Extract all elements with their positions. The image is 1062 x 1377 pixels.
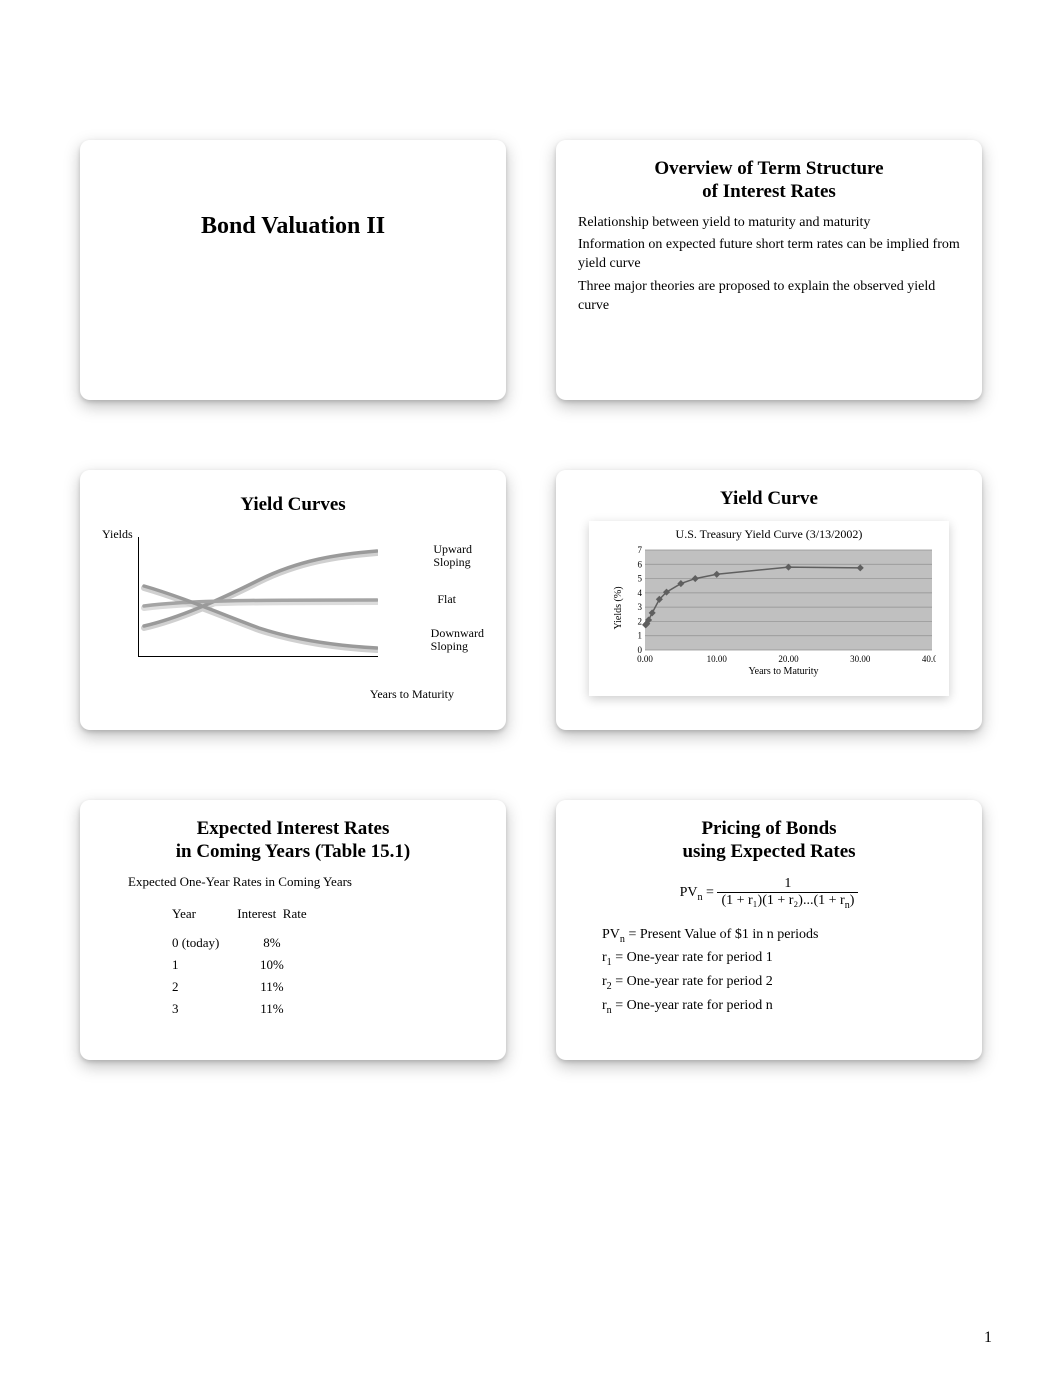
yc-label-downward: Downward Sloping [431,627,484,653]
chart-xlabel: Years to Maturity [631,666,936,677]
cell-year: 2 [172,976,237,998]
slide-5-title-l1: Expected Interest Rates [197,818,390,839]
f-den-t: (1 + r₁)(1 + r₂)...(1 + r [721,893,844,908]
y-tick-label: 5 [638,573,643,583]
cell-rate: 8% [237,932,324,954]
definition-line: PVn = Present Value of $1 in n periods [602,923,960,947]
definition-line: r1 = One-year rate for period 1 [602,946,960,970]
def-post: = One-year rate for period 1 [612,950,773,965]
slide-6: Pricing of Bonds using Expected Rates PV… [556,800,982,1060]
def-pre: PV [602,927,620,942]
page-number: 1 [984,1329,992,1347]
f-den: (1 + r₁)(1 + r₂)...(1 + rn) [717,892,858,909]
chart-title: U.S. Treasury Yield Curve (3/13/2002) [589,521,949,542]
cell-rate: 11% [237,998,324,1020]
yc-curve-upward [144,551,377,626]
pv-formula: PVn = 1 (1 + r₁)(1 + r₂)...(1 + rn) [578,876,960,909]
def-post: = One-year rate for period n [612,998,773,1013]
x-tick-label: 20.00 [778,654,799,664]
slide-5-title-l2: in Coming Years (Table 15.1) [176,841,411,862]
cell-year: 1 [172,954,237,976]
slide-4-title: Yield Curve [578,488,960,511]
yc-up1: Upward [433,542,472,556]
y-tick-label: 1 [638,631,643,641]
f-lhs-sub: n [697,892,702,903]
slide-2-title-l2: of Interest Rates [702,181,836,202]
y-tick-label: 3 [638,602,643,612]
table-row: 0 (today)8% [172,932,325,954]
x-tick-label: 10.00 [707,654,728,664]
formula-fraction: 1 (1 + r₁)(1 + r₂)...(1 + rn) [717,876,858,909]
f-lhs-a: PV [680,885,698,900]
formula-lhs: PVn = [680,885,718,900]
yc-xlabel: Years to Maturity [370,687,454,702]
def-post: = Present Value of $1 in n periods [625,927,819,942]
slide-2-title-l1: Overview of Term Structure [654,158,883,179]
chart-ylabel: Yields (%) [613,587,624,630]
page: Bond Valuation II Overview of Term Struc… [0,0,1062,1377]
slide-2-p1: Relationship between yield to maturity a… [578,214,960,233]
yc-label-flat: Flat [437,593,456,606]
x-tick-label: 30.00 [850,654,871,664]
cell-year: 0 (today) [172,932,237,954]
slide-grid: Bond Valuation II Overview of Term Struc… [80,140,982,1060]
cell-rate: 10% [237,954,324,976]
slide-4: Yield Curve U.S. Treasury Yield Curve (3… [556,470,982,730]
col-rate-b: Rate [283,906,307,921]
cell-rate: 11% [237,976,324,998]
f-den-close: ) [850,893,855,908]
yield-curves-diagram: Yields Upward Sloping Flat Downward Slop… [102,527,484,702]
def-post: = One-year rate for period 2 [612,974,773,989]
definition-line: r2 = One-year rate for period 2 [602,970,960,994]
yc-label-upward: Upward Sloping [433,543,472,569]
slide-2: Overview of Term Structure of Interest R… [556,140,982,400]
y-tick-label: 6 [638,559,643,569]
yc-dn1: Downward [431,626,484,640]
rates-intro: Expected One-Year Rates in Coming Years [128,874,484,890]
table-row: Year Interest Rate [172,904,325,932]
slide-5: Expected Interest Rates in Coming Years … [80,800,506,1060]
y-tick-label: 2 [638,616,643,626]
slide-6-title-l2: using Expected Rates [682,841,855,862]
table-row: 211% [172,976,325,998]
y-tick-label: 7 [638,546,643,555]
yc-up2: Sloping [433,555,470,569]
y-tick-label: 4 [638,588,643,598]
yc-ylabel: Yields [102,527,133,542]
x-tick-label: 0.00 [637,654,653,664]
col-rate: Interest Rate [237,904,324,932]
col-rate-a: Interest [237,906,276,921]
x-tick-label: 40.00 [922,654,936,664]
slide-1-title: Bond Valuation II [102,213,484,240]
yc-curves-svg [139,538,378,657]
formula-definitions: PVn = Present Value of $1 in n periodsr1… [602,923,960,1018]
slide-3: Yield Curves Yields Upward Sloping Flat … [80,470,506,730]
chart-plot-svg: 012345670.0010.0020.0030.0040.00 [631,546,936,664]
definition-line: rn = One-year rate for period n [602,994,960,1018]
col-year: Year [172,904,237,932]
f-num: 1 [780,876,795,892]
treasury-yield-chart: U.S. Treasury Yield Curve (3/13/2002) Yi… [589,521,949,696]
cell-year: 3 [172,998,237,1020]
slide-2-title: Overview of Term Structure of Interest R… [578,158,960,204]
slide-2-p3: Three major theories are proposed to exp… [578,278,960,316]
slide-3-title: Yield Curves [102,494,484,517]
f-eq: = [706,885,717,900]
slide-6-title: Pricing of Bonds using Expected Rates [578,818,960,864]
table-row: 110% [172,954,325,976]
slide-6-title-l1: Pricing of Bonds [701,818,836,839]
yc-dn2: Sloping [431,639,468,653]
table-row: 311% [172,998,325,1020]
rates-table: Year Interest Rate 0 (today)8%110%211%31… [172,904,325,1020]
slide-1: Bond Valuation II [80,140,506,400]
slide-5-title: Expected Interest Rates in Coming Years … [102,818,484,864]
slide-2-p2: Information on expected future short ter… [578,236,960,274]
